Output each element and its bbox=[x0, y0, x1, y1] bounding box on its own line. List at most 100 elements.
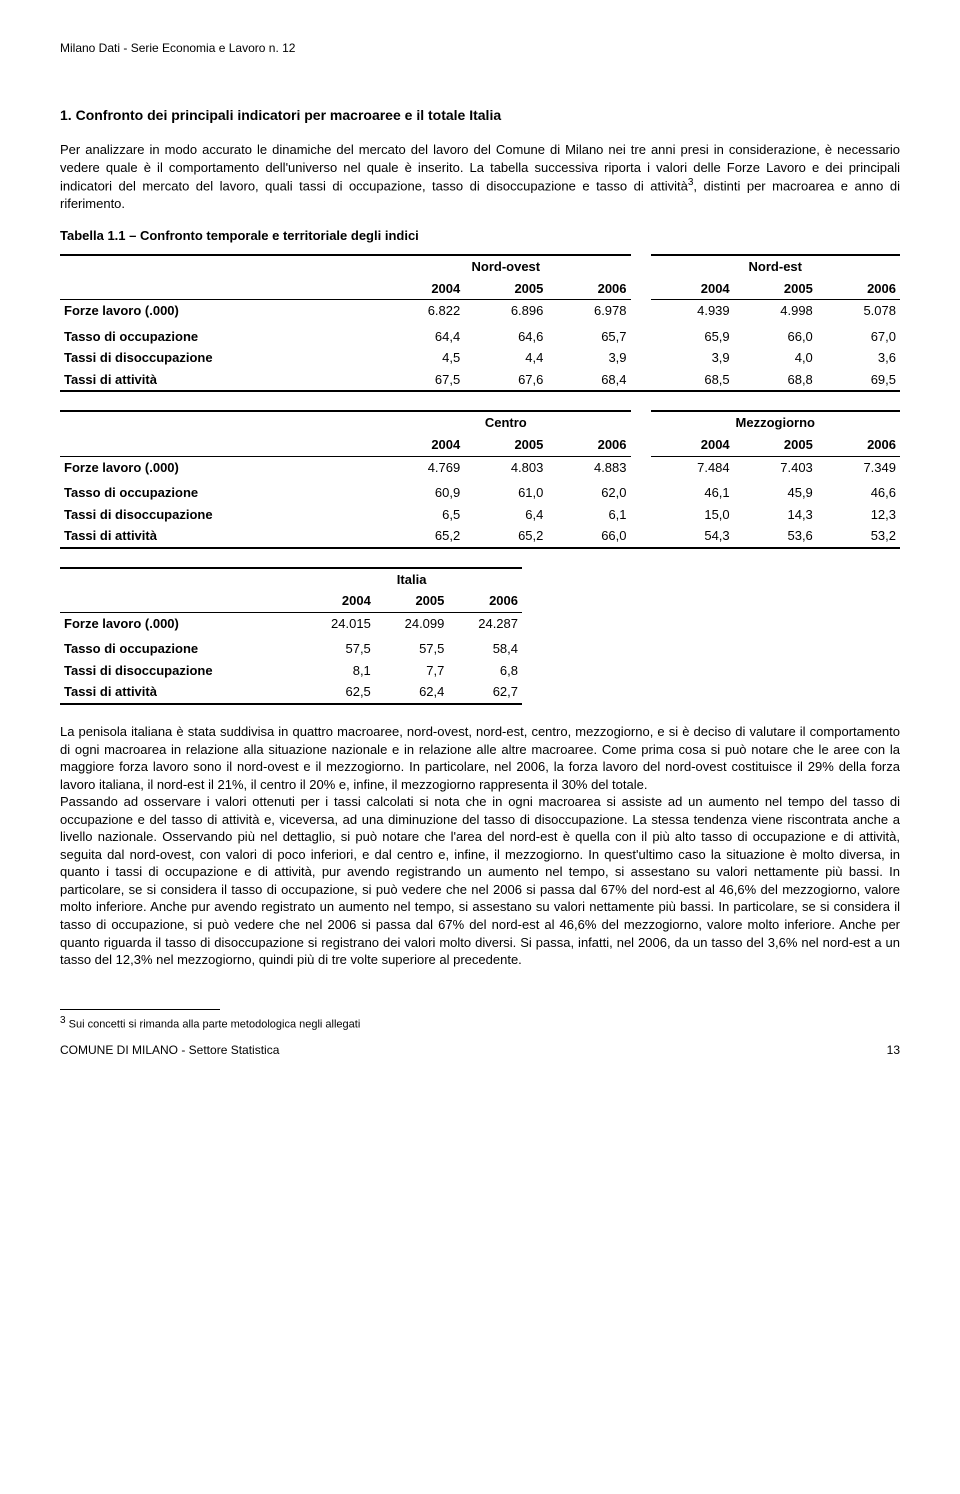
cell: 6.822 bbox=[381, 300, 464, 326]
row-label-disocc: Tassi di disoccupazione bbox=[60, 660, 301, 682]
cell: 46,6 bbox=[817, 482, 900, 504]
region-header-mezzogiorno: Mezzogiorno bbox=[651, 411, 900, 434]
footer-page-number: 13 bbox=[887, 1042, 900, 1058]
row-label-att: Tassi di attività bbox=[60, 681, 301, 704]
year-col: 2004 bbox=[651, 434, 734, 456]
cell: 4.998 bbox=[734, 300, 817, 326]
page-footer: COMUNE DI MILANO - Settore Statistica 13 bbox=[60, 1042, 900, 1058]
year-col: 2005 bbox=[375, 590, 449, 612]
cell: 6.978 bbox=[547, 300, 630, 326]
cell: 15,0 bbox=[651, 504, 734, 526]
footnote-rule bbox=[60, 1009, 220, 1010]
cell: 65,2 bbox=[464, 525, 547, 548]
cell: 67,6 bbox=[464, 369, 547, 392]
cell: 46,1 bbox=[651, 482, 734, 504]
cell: 62,5 bbox=[301, 681, 375, 704]
year-col: 2004 bbox=[381, 434, 464, 456]
row-label-forze: Forze lavoro (.000) bbox=[60, 300, 381, 326]
region-header-italia: Italia bbox=[301, 568, 522, 591]
cell: 3,9 bbox=[547, 347, 630, 369]
cell: 5.078 bbox=[817, 300, 900, 326]
cell: 6,8 bbox=[448, 660, 522, 682]
year-col: 2006 bbox=[547, 434, 630, 456]
cell: 7.484 bbox=[651, 456, 734, 482]
cell: 4,5 bbox=[381, 347, 464, 369]
cell: 61,0 bbox=[464, 482, 547, 504]
cell: 4.769 bbox=[381, 456, 464, 482]
cell: 64,6 bbox=[464, 326, 547, 348]
cell: 12,3 bbox=[817, 504, 900, 526]
document-header: Milano Dati - Serie Economia e Lavoro n.… bbox=[60, 40, 900, 56]
cell: 57,5 bbox=[301, 638, 375, 660]
cell: 68,5 bbox=[651, 369, 734, 392]
body-paragraph: La penisola italiana è stata suddivisa i… bbox=[60, 723, 900, 969]
cell: 66,0 bbox=[547, 525, 630, 548]
cell: 68,4 bbox=[547, 369, 630, 392]
cell: 62,0 bbox=[547, 482, 630, 504]
section-heading: Confronto dei principali indicatori per … bbox=[76, 107, 502, 123]
cell: 4.883 bbox=[547, 456, 630, 482]
region-header-centro: Centro bbox=[381, 411, 630, 434]
year-col: 2004 bbox=[381, 278, 464, 300]
cell: 65,7 bbox=[547, 326, 630, 348]
cell: 24.015 bbox=[301, 612, 375, 638]
year-col: 2006 bbox=[547, 278, 630, 300]
row-label-att: Tassi di attività bbox=[60, 369, 381, 392]
cell: 65,2 bbox=[381, 525, 464, 548]
row-label-occ: Tasso di occupazione bbox=[60, 638, 301, 660]
year-col: 2006 bbox=[817, 434, 900, 456]
cell: 14,3 bbox=[734, 504, 817, 526]
region-header-nordest: Nord-est bbox=[651, 255, 900, 278]
row-label-forze: Forze lavoro (.000) bbox=[60, 612, 301, 638]
row-label-att: Tassi di attività bbox=[60, 525, 381, 548]
row-label-disocc: Tassi di disoccupazione bbox=[60, 504, 381, 526]
cell: 53,2 bbox=[817, 525, 900, 548]
year-col: 2006 bbox=[817, 278, 900, 300]
table-italia: Italia 2004 2005 2006 Forze lavoro (.000… bbox=[60, 567, 522, 705]
section-number: 1. bbox=[60, 107, 72, 123]
cell: 24.099 bbox=[375, 612, 449, 638]
cell: 57,5 bbox=[375, 638, 449, 660]
row-label-disocc: Tassi di disoccupazione bbox=[60, 347, 381, 369]
cell: 54,3 bbox=[651, 525, 734, 548]
cell: 6,1 bbox=[547, 504, 630, 526]
cell: 45,9 bbox=[734, 482, 817, 504]
cell: 53,6 bbox=[734, 525, 817, 548]
year-col: 2004 bbox=[651, 278, 734, 300]
cell: 6,5 bbox=[381, 504, 464, 526]
table-centro-mezzogiorno: Centro Mezzogiorno 2004 2005 2006 2004 2… bbox=[60, 410, 900, 548]
footer-left: COMUNE DI MILANO - Settore Statistica bbox=[60, 1042, 279, 1058]
cell: 6,4 bbox=[464, 504, 547, 526]
cell: 7,7 bbox=[375, 660, 449, 682]
cell: 60,9 bbox=[381, 482, 464, 504]
cell: 4.939 bbox=[651, 300, 734, 326]
year-col: 2005 bbox=[734, 278, 817, 300]
footnote: 3 Sui concetti si rimanda alla parte met… bbox=[60, 1014, 900, 1033]
cell: 4,0 bbox=[734, 347, 817, 369]
cell: 24.287 bbox=[448, 612, 522, 638]
cell: 7.403 bbox=[734, 456, 817, 482]
intro-paragraph: Per analizzare in modo accurato le dinam… bbox=[60, 141, 900, 213]
row-label-forze: Forze lavoro (.000) bbox=[60, 456, 381, 482]
row-label-occ: Tasso di occupazione bbox=[60, 482, 381, 504]
cell: 7.349 bbox=[817, 456, 900, 482]
cell: 67,0 bbox=[817, 326, 900, 348]
cell: 69,5 bbox=[817, 369, 900, 392]
cell: 3,6 bbox=[817, 347, 900, 369]
cell: 67,5 bbox=[381, 369, 464, 392]
table-caption: Tabella 1.1 – Confronto temporale e terr… bbox=[60, 227, 900, 245]
cell: 4,4 bbox=[464, 347, 547, 369]
cell: 62,4 bbox=[375, 681, 449, 704]
section-title: 1. Confronto dei principali indicatori p… bbox=[60, 106, 900, 125]
cell: 65,9 bbox=[651, 326, 734, 348]
year-col: 2005 bbox=[464, 434, 547, 456]
region-header-nordovest: Nord-ovest bbox=[381, 255, 630, 278]
cell: 4.803 bbox=[464, 456, 547, 482]
row-label-occ: Tasso di occupazione bbox=[60, 326, 381, 348]
table-nordovest-nordest: Nord-ovest Nord-est 2004 2005 2006 2004 … bbox=[60, 254, 900, 392]
cell: 6.896 bbox=[464, 300, 547, 326]
cell: 68,8 bbox=[734, 369, 817, 392]
cell: 62,7 bbox=[448, 681, 522, 704]
cell: 66,0 bbox=[734, 326, 817, 348]
cell: 58,4 bbox=[448, 638, 522, 660]
